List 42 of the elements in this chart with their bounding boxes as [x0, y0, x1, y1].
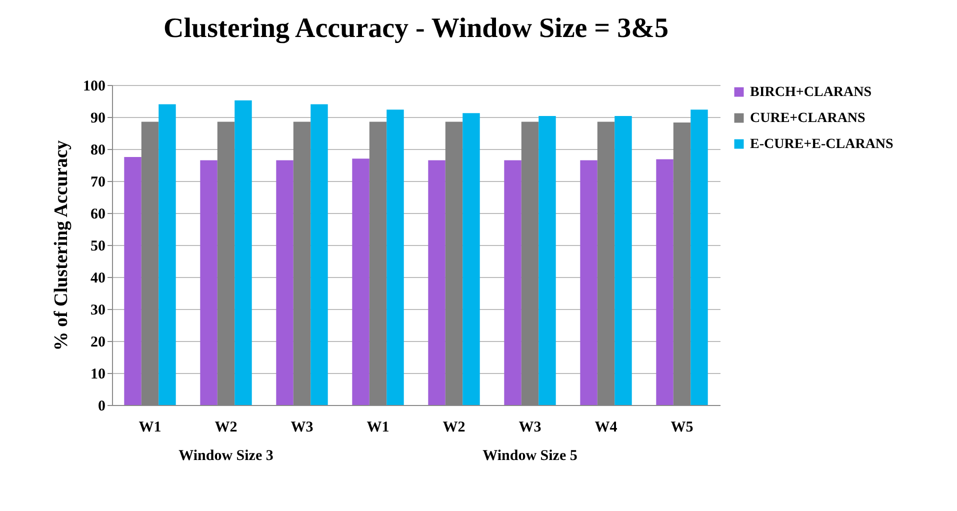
bar	[428, 160, 446, 405]
y-tick-label: 20	[90, 334, 106, 350]
x-tick-label: W3	[518, 420, 542, 436]
y-tick-label: 70	[90, 174, 106, 190]
legend-label: CURE+CLARANS	[750, 111, 866, 126]
x-tick-label: W2	[214, 420, 238, 436]
bar	[614, 116, 632, 405]
chart-title: Clustering Accuracy - Window Size = 3&5	[164, 13, 668, 44]
bar	[580, 160, 598, 405]
bar	[656, 159, 674, 405]
bar	[690, 110, 708, 405]
y-tick-label: 60	[90, 206, 106, 222]
x-tick-label: W2	[442, 420, 466, 436]
legend-label: BIRCH+CLARANS	[750, 85, 872, 100]
y-tick-label: 0	[98, 398, 106, 414]
y-tick-label: 30	[90, 302, 106, 318]
bar	[352, 158, 370, 405]
text: Window Size 5	[482, 448, 578, 465]
x-tick-label: W1	[366, 420, 390, 436]
x-tick-label: W1	[138, 420, 162, 436]
text: Window Size 3	[178, 448, 274, 465]
x-tick-label: W3	[290, 420, 314, 436]
y-tick-label: 80	[90, 142, 106, 158]
bar	[310, 104, 328, 405]
y-tick-label: 40	[90, 270, 106, 286]
x-tick-label: W4	[594, 420, 618, 436]
bar	[234, 100, 252, 405]
y-tick-label: 100	[83, 78, 106, 94]
legend-label: E-CURE+E-CLARANS	[750, 137, 894, 152]
x-tick-label: W5	[670, 420, 694, 436]
bar	[504, 160, 522, 405]
y-tick-label: 50	[90, 238, 106, 254]
bar	[538, 116, 556, 405]
bar	[386, 110, 404, 405]
y-tick-label: 10	[90, 366, 106, 382]
y-axis-title: % of Clustering Accuracy	[51, 140, 72, 351]
y-tick-label: 90	[90, 110, 106, 126]
bar	[124, 157, 142, 405]
bar	[158, 104, 176, 405]
bar	[462, 113, 480, 405]
bar	[276, 160, 294, 405]
bar	[200, 160, 218, 405]
